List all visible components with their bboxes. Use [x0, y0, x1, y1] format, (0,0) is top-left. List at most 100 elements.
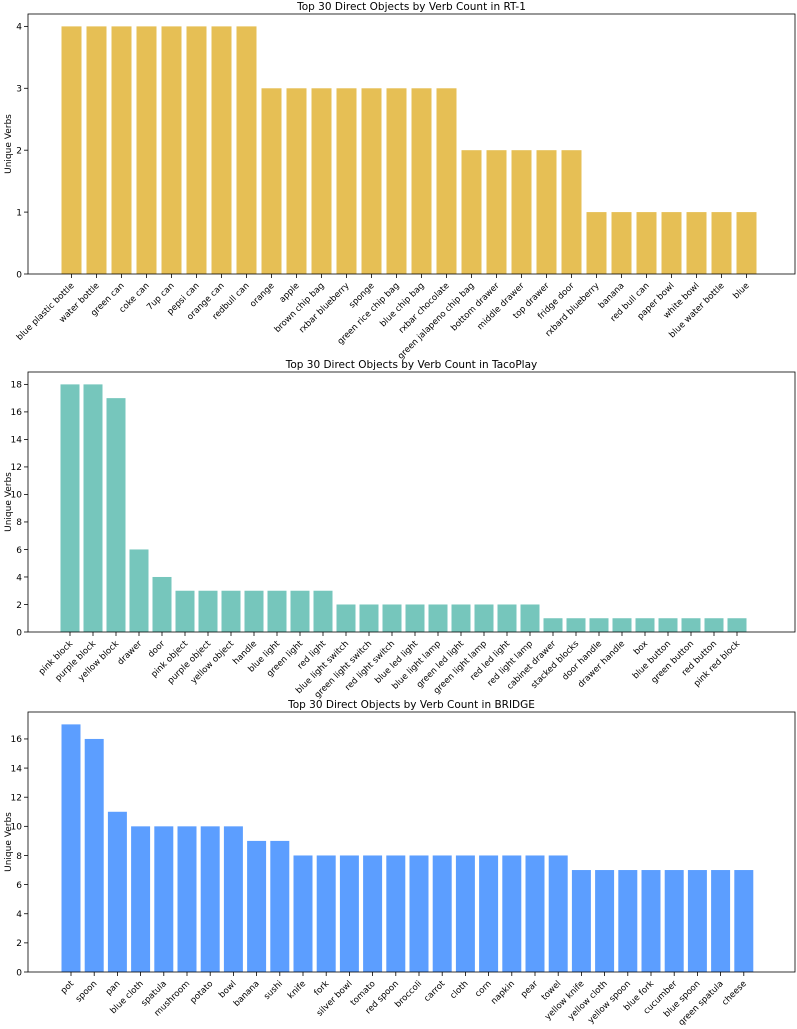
plot-frame	[27, 371, 796, 633]
bar	[428, 604, 448, 632]
bar	[548, 855, 568, 972]
bar	[198, 590, 218, 632]
bar	[136, 26, 157, 275]
x-tick-label: spoon	[74, 979, 99, 1004]
bar	[129, 549, 149, 632]
bar	[409, 855, 429, 972]
bar	[223, 826, 243, 972]
bar	[382, 604, 402, 632]
bar	[502, 855, 522, 972]
bar	[711, 212, 732, 274]
x-tick-label: carrot	[422, 979, 447, 1004]
x-tick-label: box	[632, 639, 650, 657]
bar	[107, 811, 127, 972]
bar	[106, 398, 126, 632]
bar	[244, 590, 264, 632]
y-tick-label: 2	[16, 146, 22, 156]
bar	[589, 618, 609, 632]
bar	[686, 212, 707, 274]
bar	[359, 604, 379, 632]
y-tick-label: 0	[16, 270, 22, 280]
bar	[211, 26, 232, 275]
x-tick-label: pan	[104, 979, 123, 998]
bar	[86, 26, 107, 275]
bar	[177, 826, 197, 972]
bar	[175, 590, 195, 632]
bar	[339, 855, 359, 972]
x-tick-label: banana	[232, 979, 262, 1009]
y-tick-label: 14	[11, 436, 23, 446]
y-tick-label: 4	[16, 910, 22, 920]
x-tick-label: cloth	[448, 979, 470, 1001]
bar	[200, 826, 220, 972]
bar	[261, 88, 282, 275]
y-tick-label: 10	[11, 491, 23, 501]
bar	[455, 855, 475, 972]
x-tick-label: fork	[312, 979, 331, 998]
bar	[313, 590, 333, 632]
chart-panel-2: Top 30 Direct Objects by Verb Count in T…	[4, 359, 796, 700]
y-axis-label: Unique Verbs	[4, 472, 14, 532]
bar	[543, 618, 563, 632]
bar	[561, 150, 582, 274]
bar	[451, 604, 471, 632]
x-tick-label: drawer	[116, 639, 145, 668]
y-tick-label: 12	[11, 463, 22, 473]
bar	[711, 870, 731, 972]
bar	[111, 26, 132, 275]
y-tick-label: 16	[11, 408, 23, 418]
chart-title: Top 30 Direct Objects by Verb Count in R…	[296, 1, 526, 13]
bar	[236, 26, 257, 275]
bar	[704, 618, 724, 632]
bar	[247, 840, 267, 972]
bar	[363, 855, 383, 972]
x-tick-label: corn	[473, 979, 493, 999]
bar	[479, 855, 499, 972]
bar	[525, 855, 545, 972]
bar	[83, 384, 103, 632]
bar	[571, 870, 591, 972]
x-tick-label: potato	[188, 979, 215, 1006]
bar	[497, 604, 517, 632]
bar	[474, 604, 494, 632]
bar	[595, 870, 615, 972]
bar	[186, 26, 207, 275]
y-tick-label: 14	[11, 764, 23, 774]
bar	[511, 150, 532, 274]
bar	[60, 384, 80, 632]
bar	[611, 212, 632, 274]
bar	[658, 618, 678, 632]
bar	[727, 618, 747, 632]
bar	[734, 870, 754, 972]
bar	[267, 590, 287, 632]
y-tick-label: 3	[16, 85, 22, 95]
x-tick-label: knife	[286, 979, 308, 1001]
bar	[536, 150, 557, 274]
y-tick-label: 1	[16, 208, 22, 218]
bar	[566, 618, 586, 632]
bar	[586, 212, 607, 274]
bar	[290, 590, 310, 632]
y-tick-label: 18	[11, 381, 23, 391]
bar	[641, 870, 661, 972]
bar	[161, 26, 182, 275]
x-tick-label: pot	[59, 979, 76, 996]
y-tick-label: 8	[16, 852, 22, 862]
bar	[386, 88, 407, 275]
bar	[612, 618, 632, 632]
bar	[311, 88, 332, 275]
y-tick-label: 6	[16, 881, 22, 891]
bar	[486, 150, 507, 274]
bar	[84, 738, 104, 972]
y-tick-label: 16	[11, 735, 23, 745]
x-tick-label: cheese	[720, 979, 749, 1008]
x-tick-label: napkin	[489, 979, 517, 1007]
bar	[61, 26, 82, 275]
y-tick-label: 0	[16, 968, 22, 978]
y-tick-label: 10	[11, 823, 23, 833]
bar	[461, 150, 482, 274]
bar	[664, 870, 684, 972]
bar	[286, 88, 307, 275]
